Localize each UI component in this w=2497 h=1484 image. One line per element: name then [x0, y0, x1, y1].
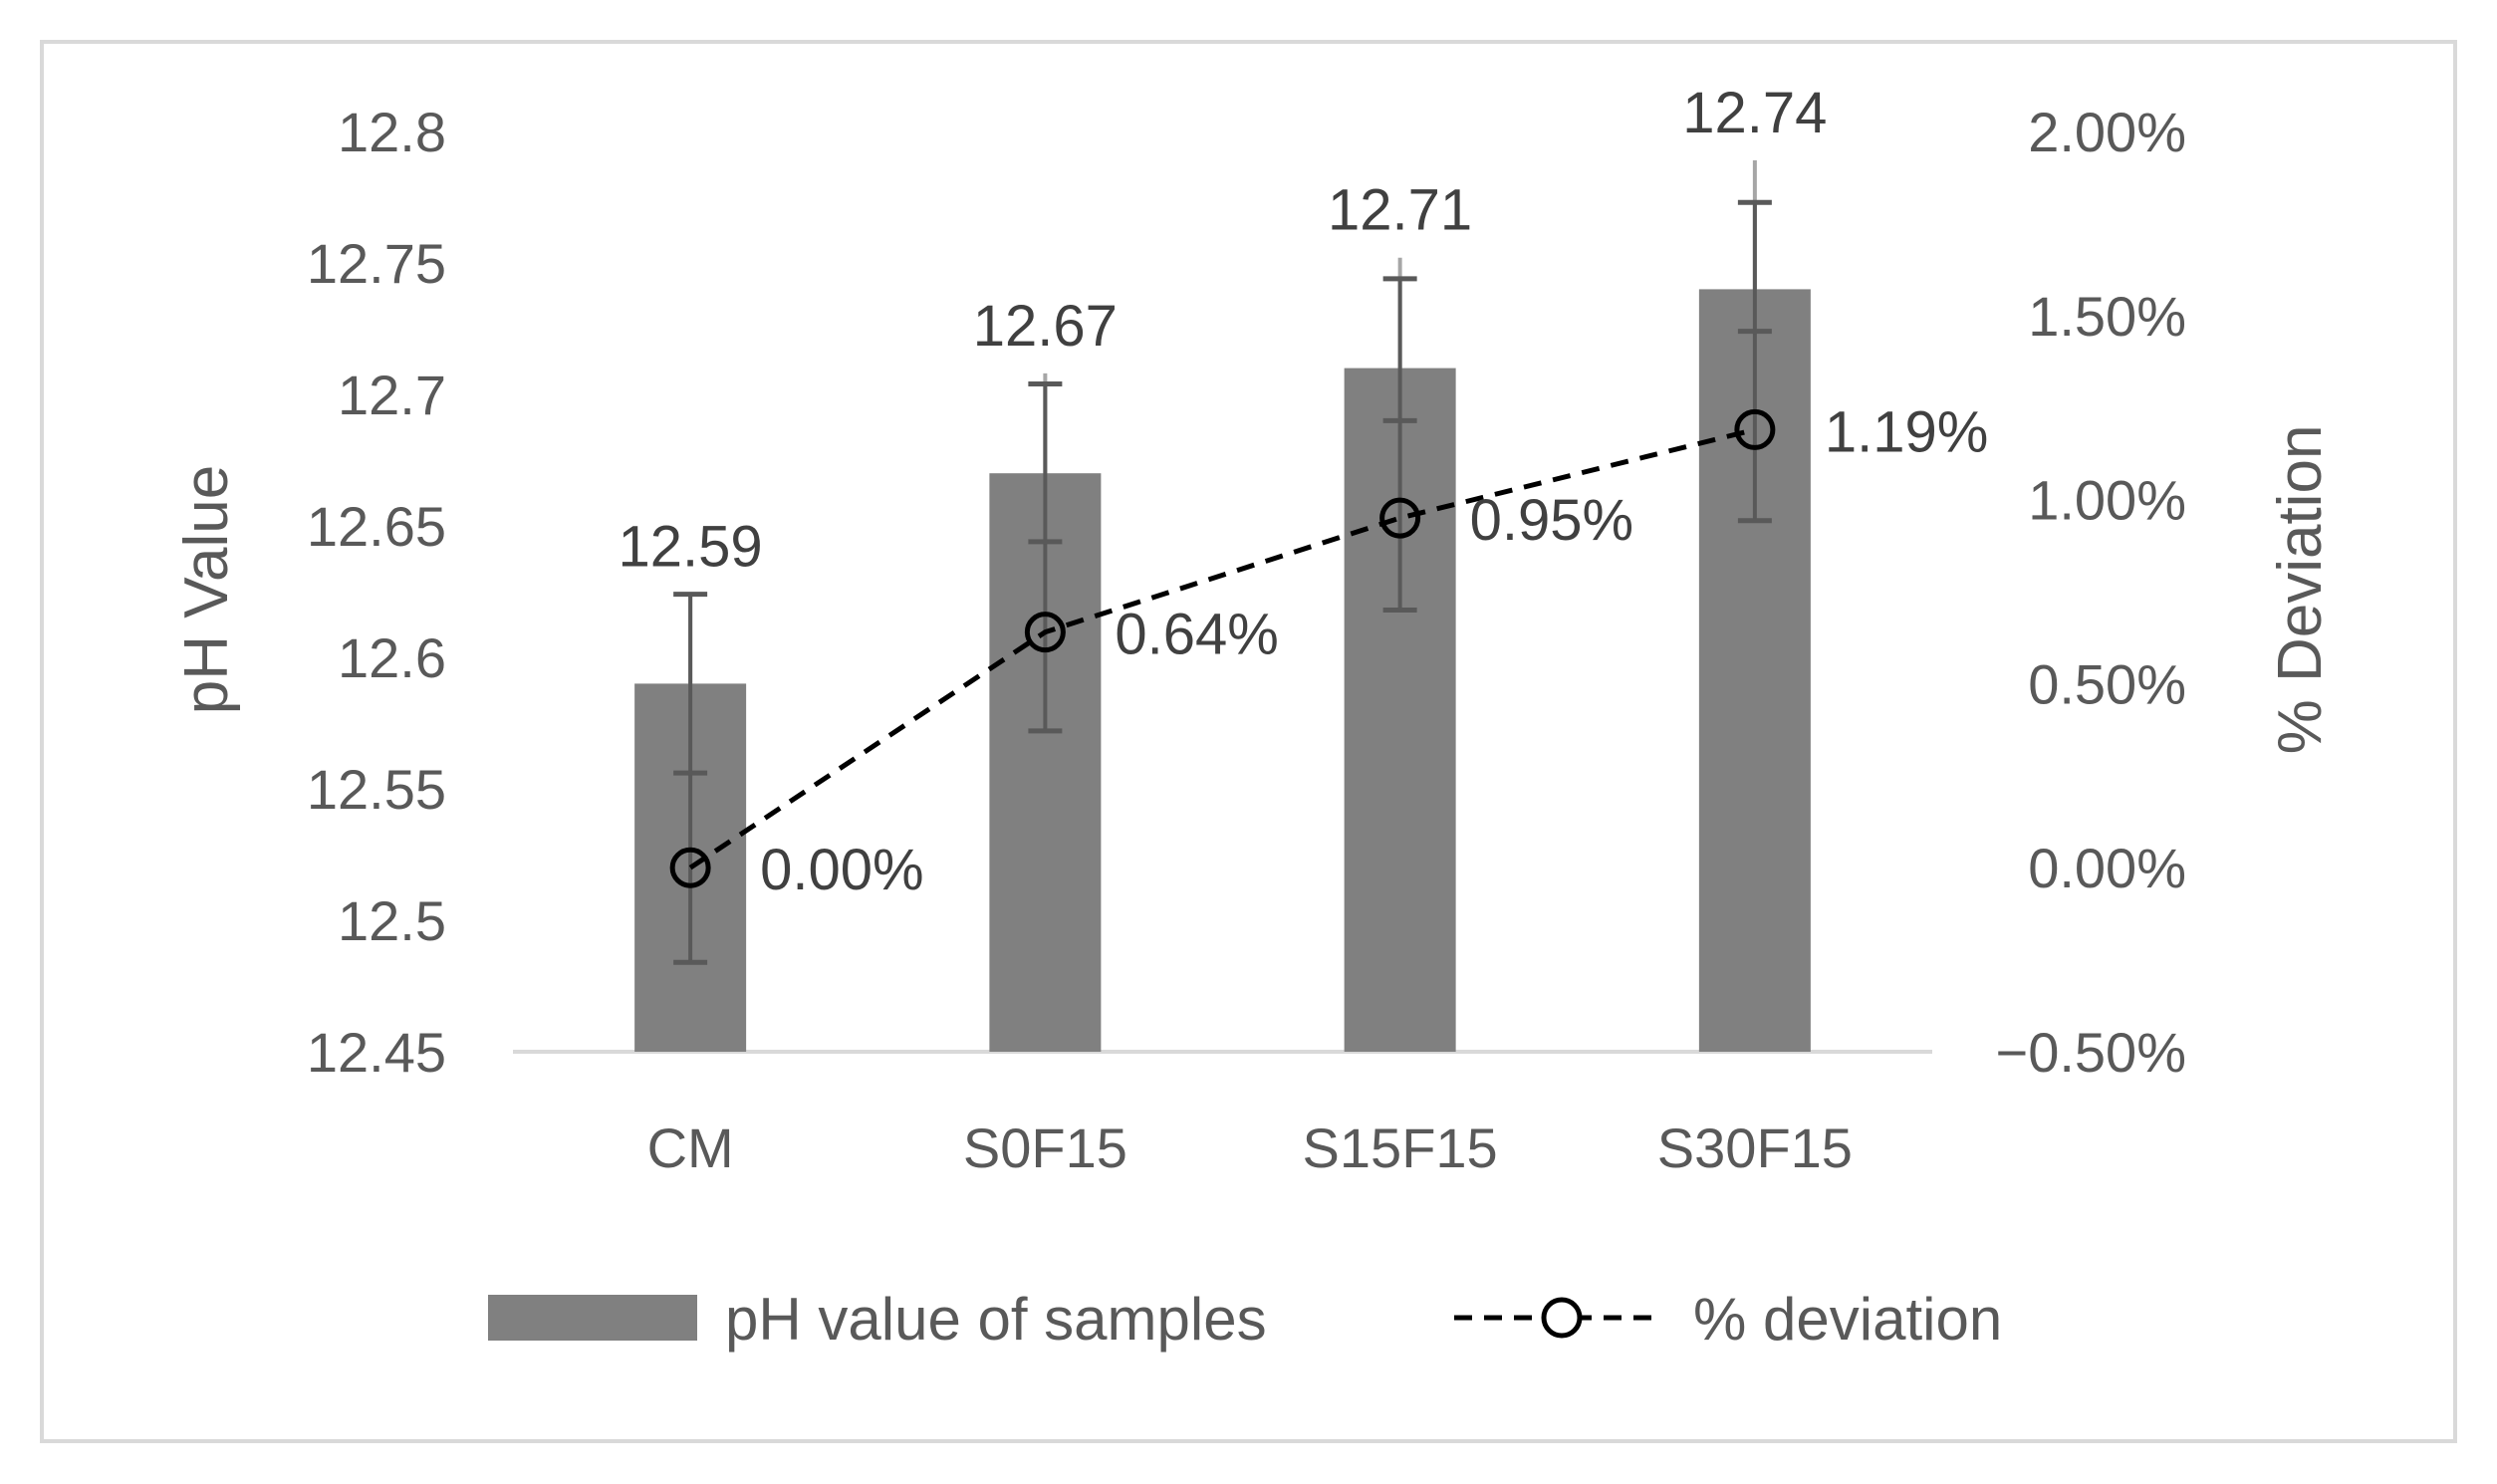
y-tick-label: 12.65: [307, 495, 446, 558]
data-label-group: 12.59 12.67 12.71 12.74 0.00% 0.64% 0.95% 1.19%: [619, 81, 1989, 902]
deviation-point-cm: [669, 847, 711, 888]
x-tick-label: S0F15: [963, 1116, 1127, 1179]
bar-value-label: 12.59: [619, 515, 763, 580]
deviation-point-s30f15: [1734, 408, 1776, 450]
legend-line-label: % deviation: [1693, 1286, 2002, 1353]
error-bar-s0f15: [1028, 372, 1063, 734]
x-axis-ticks: CM S0F15 S15F15 S30F15: [647, 1116, 1853, 1179]
deviation-value-label: 1.19%: [1825, 399, 1988, 464]
deviation-line: [688, 426, 1756, 870]
y-axis-title: pH Value: [172, 465, 241, 714]
x-tick-label: S30F15: [1657, 1116, 1853, 1179]
y-tick-label: 12.5: [338, 889, 446, 952]
y-tick-label: 12.6: [338, 626, 446, 689]
legend: pH value of samples % deviation: [488, 1286, 2002, 1353]
y2-axis-ticks: −0.50% 0.00% 0.50% 1.00% 1.50% 2.00%: [1996, 101, 2187, 1084]
y-tick-label: 12.45: [307, 1021, 446, 1084]
y-tick-label: 12.8: [338, 101, 446, 163]
y2-axis-title: % Deviation: [2266, 425, 2335, 755]
legend-line-marker: [1541, 1297, 1583, 1339]
bar-value-label: 12.74: [1682, 81, 1827, 145]
y-axis-ticks: 12.45 12.5 12.55 12.6 12.65 12.7 12.75 12.8: [307, 101, 446, 1084]
deviation-value-label: 0.95%: [1470, 488, 1633, 553]
y2-tick-label: 2.00%: [2028, 101, 2186, 163]
y-tick-label: 12.75: [307, 232, 446, 295]
y2-tick-label: 0.50%: [2028, 652, 2186, 715]
error-bar-cm: [673, 592, 708, 965]
y2-tick-label: 0.00%: [2028, 837, 2186, 899]
deviation-point-s0f15: [1024, 612, 1066, 653]
deviation-line-group: [669, 408, 1776, 888]
y2-tick-label: 1.50%: [2028, 285, 2186, 348]
legend-bar-label: pH value of samples: [725, 1286, 1267, 1353]
chart-area-border: [40, 40, 2457, 1443]
bar-value-label: 12.67: [973, 294, 1118, 359]
y-tick-label: 12.55: [307, 758, 446, 821]
x-tick-label: CM: [647, 1116, 734, 1179]
deviation-value-label: 0.00%: [760, 838, 923, 902]
x-tick-label: S15F15: [1303, 1116, 1498, 1179]
y2-tick-label: 1.00%: [2028, 469, 2186, 532]
error-bar-s15f15: [1382, 257, 1417, 613]
legend-bar-swatch: [488, 1295, 697, 1341]
error-bar-s30f15: [1737, 160, 1772, 524]
y-tick-label: 12.7: [338, 364, 446, 426]
error-bar-group: [673, 160, 1772, 965]
deviation-value-label: 0.64%: [1115, 603, 1278, 667]
bar-value-label: 12.71: [1328, 178, 1472, 243]
y2-tick-label: −0.50%: [1996, 1021, 2187, 1084]
deviation-point-s15f15: [1379, 497, 1421, 539]
